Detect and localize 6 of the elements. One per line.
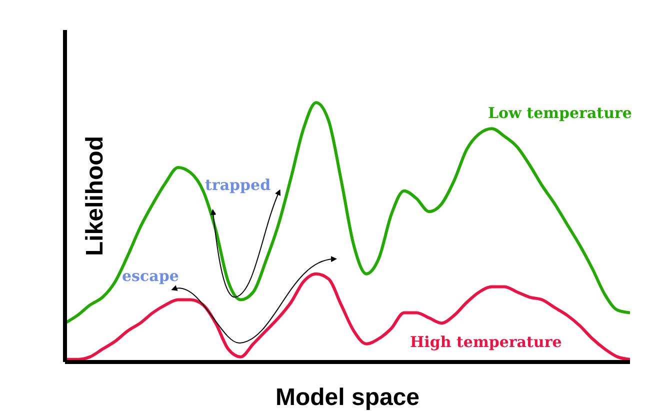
y-axis-title: Likelihood [82,136,109,256]
annotation: trapped [205,176,272,194]
series-label: Low temperature [488,104,632,122]
x-axis-title: Model space [275,384,420,411]
series-label: High temperature [410,333,562,351]
annotation: escape [122,267,179,285]
